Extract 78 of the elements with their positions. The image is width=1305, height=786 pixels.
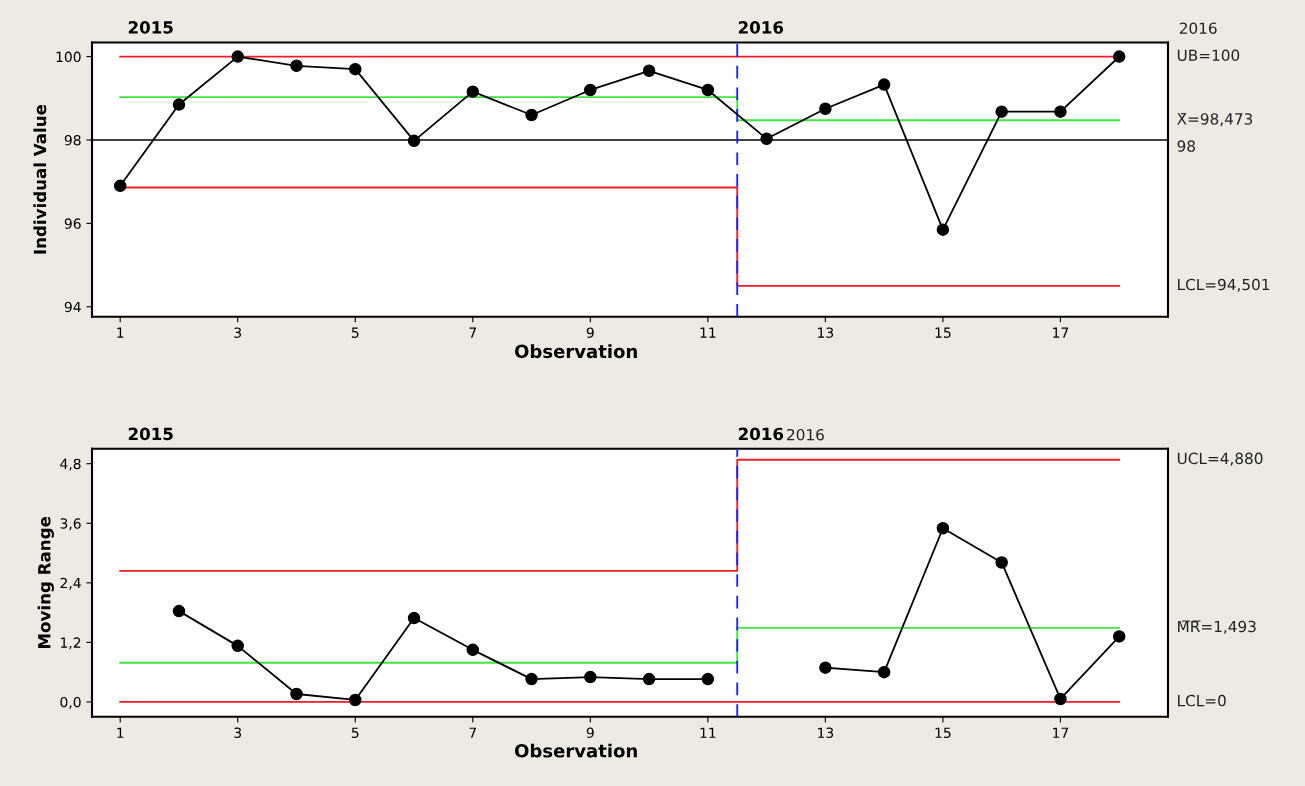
point xyxy=(877,78,891,91)
text: LCL=94,501 xyxy=(1178,278,1270,292)
point xyxy=(231,50,244,63)
point xyxy=(466,643,480,657)
point xyxy=(819,661,832,674)
y-axis-title: Individual Value xyxy=(33,104,47,254)
x-tick-label: 17 xyxy=(1053,727,1069,738)
y-tick-label: 94 xyxy=(64,301,81,313)
point xyxy=(349,693,362,707)
x-tick-label: 11 xyxy=(700,327,716,338)
x-tick-label: 7 xyxy=(469,327,477,338)
point xyxy=(1054,692,1067,706)
text: 2015 xyxy=(128,21,173,34)
point xyxy=(584,670,597,684)
point xyxy=(113,179,127,193)
y-tick-label: 2,4 xyxy=(60,577,81,590)
x-tick-label: 5 xyxy=(351,327,359,338)
x-tick-label: 17 xyxy=(1053,327,1069,338)
point xyxy=(290,687,303,701)
x-tick-label: 13 xyxy=(818,327,834,338)
point xyxy=(525,672,538,686)
point xyxy=(877,665,891,679)
point xyxy=(701,672,715,686)
point xyxy=(1054,105,1067,118)
x-tick-label: 3 xyxy=(234,327,242,338)
y-tick-label: 4,8 xyxy=(60,458,81,471)
text: 2016 xyxy=(787,428,824,441)
point xyxy=(819,102,832,115)
point xyxy=(760,132,773,145)
point xyxy=(407,134,421,148)
text: LCL=0 xyxy=(1178,694,1226,707)
x-tick-label: 13 xyxy=(818,727,834,738)
y-tick-label: 98 xyxy=(64,134,81,146)
point xyxy=(701,83,715,97)
point xyxy=(172,604,186,618)
x-axis-title: Observation xyxy=(514,344,637,359)
x-tick-label: 15 xyxy=(935,727,951,738)
point xyxy=(231,639,244,653)
point xyxy=(290,59,303,73)
y-tick-label: 96 xyxy=(64,218,81,229)
x-tick-label: 15 xyxy=(935,327,951,338)
y-tick-label: 100 xyxy=(56,51,81,63)
text: X̄=98,473 xyxy=(1177,113,1253,127)
text: M̅R̅=1,493 xyxy=(1178,620,1256,634)
y-tick-label: 0,0 xyxy=(60,696,81,709)
text: 2015 xyxy=(128,427,173,441)
x-tick-label: 1 xyxy=(117,327,124,338)
point xyxy=(1112,50,1126,63)
x-tick-label: 5 xyxy=(351,727,359,738)
point xyxy=(936,521,950,535)
x-tick-label: 9 xyxy=(586,727,594,738)
point xyxy=(466,85,480,98)
text: 2016 xyxy=(738,427,784,441)
text: 2016 xyxy=(1179,22,1217,34)
text: UCL=4,880 xyxy=(1177,452,1263,466)
point xyxy=(995,105,1008,118)
x-tick-label: 7 xyxy=(469,727,477,738)
point xyxy=(349,62,362,76)
point xyxy=(642,672,656,686)
x-tick-label: 11 xyxy=(700,727,716,738)
point xyxy=(936,223,950,236)
ref-line-label: 98 xyxy=(1177,140,1195,152)
x-tick-label: 1 xyxy=(117,727,124,738)
text: 2016 xyxy=(738,21,784,34)
point xyxy=(584,83,597,97)
x-tick-label: 9 xyxy=(586,327,594,338)
y-tick-label: 3,6 xyxy=(60,518,81,531)
point xyxy=(995,556,1008,569)
point xyxy=(525,108,538,122)
point xyxy=(407,611,421,625)
y-tick-label: 1,2 xyxy=(61,637,81,650)
y-axis-title: Moving Range xyxy=(37,516,54,648)
x-axis-title: Observation xyxy=(514,743,637,758)
point xyxy=(172,98,186,111)
text: UB=100 xyxy=(1177,49,1240,62)
point xyxy=(1112,630,1126,643)
x-tick-label: 3 xyxy=(234,727,242,738)
point xyxy=(642,64,656,78)
